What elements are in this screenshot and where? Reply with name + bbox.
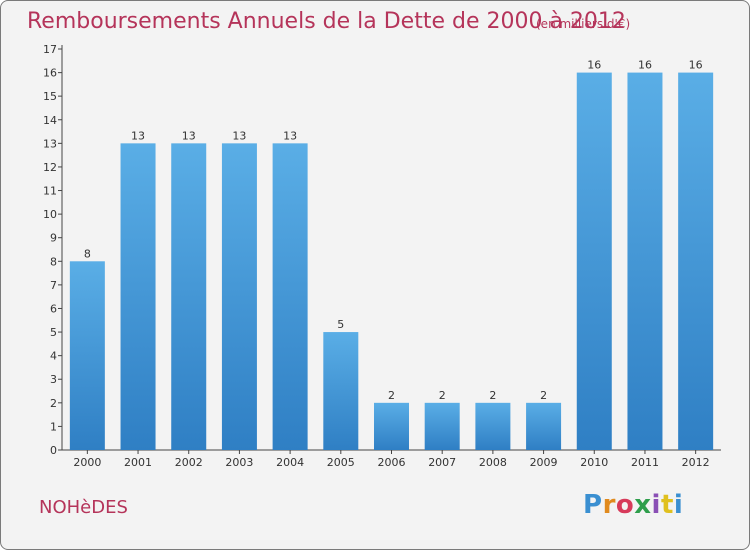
x-tick-label: 2000 (73, 456, 101, 469)
data-label: 2 (540, 389, 547, 402)
y-tick-label: 17 (43, 43, 57, 56)
data-label: 16 (638, 59, 652, 72)
data-label: 13 (283, 129, 297, 142)
y-tick-label: 13 (43, 137, 57, 150)
y-tick-label: 7 (50, 279, 57, 292)
bar (171, 143, 207, 450)
bar (627, 72, 663, 451)
bar (221, 143, 257, 450)
x-tick-label: 2004 (276, 456, 304, 469)
logo-letter: r (602, 490, 616, 520)
y-tick-label: 9 (50, 232, 57, 245)
bar (475, 402, 511, 450)
logo-letter: o (615, 490, 635, 520)
data-label: 5 (337, 318, 344, 331)
y-tick-label: 11 (43, 185, 57, 198)
bar (678, 72, 714, 451)
y-tick-label: 14 (43, 114, 57, 127)
data-label: 13 (131, 129, 145, 142)
bar (424, 402, 460, 450)
x-tick-label: 2010 (580, 456, 608, 469)
y-tick-label: 12 (43, 161, 57, 174)
logo-letter: P (583, 490, 603, 520)
y-tick-label: 6 (50, 302, 57, 315)
bar (323, 332, 359, 450)
x-tick-label: 2003 (225, 456, 253, 469)
data-label: 16 (587, 59, 601, 72)
x-tick-label: 2009 (530, 456, 558, 469)
x-tick-label: 2002 (175, 456, 203, 469)
proxiti-logo: Proxiti (583, 490, 683, 520)
chart-subtitle: (en milliers d'€) (536, 17, 631, 31)
bar (576, 72, 612, 451)
y-tick-label: 2 (50, 397, 57, 410)
data-label: 13 (182, 129, 196, 142)
y-tick-label: 0 (50, 444, 57, 457)
logo-letter: t (660, 490, 674, 520)
bar (374, 402, 409, 450)
data-label: 8 (84, 247, 91, 260)
bar (69, 261, 105, 450)
data-label: 13 (232, 129, 246, 142)
data-label: 2 (489, 389, 496, 402)
x-tick-label: 2011 (631, 456, 659, 469)
x-tick-label: 2006 (378, 456, 406, 469)
y-tick-label: 16 (43, 67, 57, 80)
bar (120, 143, 156, 450)
x-tick-label: 2007 (428, 456, 456, 469)
y-tick-label: 3 (50, 373, 57, 386)
commune-name: NOHèDES (39, 497, 128, 518)
bar (272, 143, 308, 450)
logo-letter: i (673, 490, 684, 520)
x-tick-label: 2008 (479, 456, 507, 469)
chart-title: Remboursements Annuels de la Dette de 20… (27, 9, 626, 34)
y-tick-label: 15 (43, 90, 57, 103)
logo-letter: i (651, 490, 661, 520)
bar (526, 402, 562, 450)
data-label: 2 (388, 389, 395, 402)
y-tick-label: 8 (50, 255, 57, 268)
data-label: 2 (439, 389, 446, 402)
logo-letter: x (634, 490, 652, 520)
x-tick-label: 2005 (327, 456, 355, 469)
y-tick-label: 1 (50, 420, 57, 433)
x-tick-label: 2012 (682, 456, 710, 469)
data-label: 16 (689, 59, 703, 72)
y-tick-label: 4 (50, 350, 57, 363)
y-tick-label: 10 (43, 208, 57, 221)
x-tick-label: 2001 (124, 456, 152, 469)
y-tick-label: 5 (50, 326, 57, 339)
